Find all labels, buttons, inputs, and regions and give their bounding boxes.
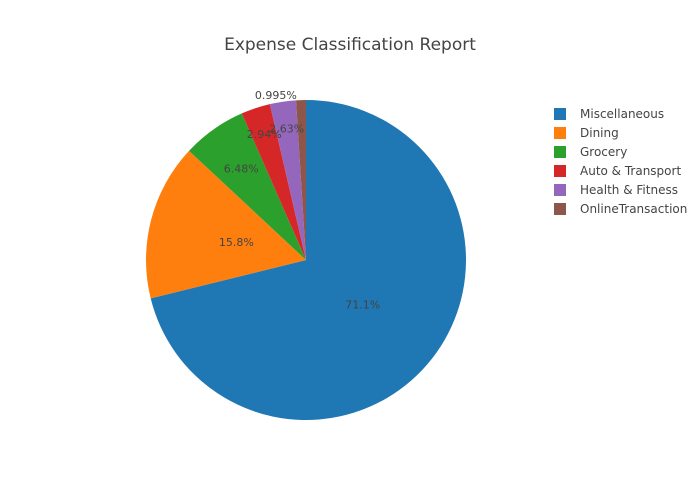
pie-slice-labels: 71.1% 15.8% 6.48% 2.94%2.63% 0.995% [219, 89, 380, 311]
legend-swatch [554, 165, 566, 177]
pie-slice-grocery [189, 113, 306, 260]
pie-slice-onlinetransaction [295, 100, 306, 260]
slice-value-label: 71.1% [345, 298, 380, 311]
slice-value-label: 0.995% [255, 89, 297, 102]
legend-item-miscellaneous[interactable]: Miscellaneous [554, 107, 664, 121]
pie-slices [146, 100, 467, 420]
legend-label: Dining [580, 126, 619, 140]
slice-value-label: 2.63% [269, 123, 304, 136]
slice-value-label: 6.48% [224, 163, 259, 176]
legend-label: Auto & Transport [580, 164, 681, 178]
legend-label: OnlineTransaction [580, 202, 687, 216]
slice-value-label: 15.8% [219, 236, 254, 249]
legend: Miscellaneous Dining Grocery Auto & Transpo… [554, 107, 687, 216]
legend-label: Health & Fitness [580, 183, 678, 197]
pie-slice-miscellaneous [150, 100, 467, 420]
legend-label: Grocery [580, 145, 627, 159]
legend-item-auto-transport[interactable]: Auto & Transport [554, 164, 681, 178]
pie-slice-health-fitness [269, 100, 306, 260]
legend-swatch [554, 146, 566, 158]
legend-item-health-fitness[interactable]: Health & Fitness [554, 183, 678, 197]
legend-swatch [554, 184, 566, 196]
legend-item-onlinetransaction[interactable]: OnlineTransaction [554, 202, 687, 216]
legend-item-dining[interactable]: Dining [554, 126, 619, 140]
chart-title: Expense Classification Report [224, 35, 476, 55]
legend-label: Miscellaneous [580, 107, 664, 121]
pie-slice-dining [146, 150, 306, 299]
legend-swatch [554, 203, 566, 215]
legend-swatch [554, 108, 566, 120]
legend-item-grocery[interactable]: Grocery [554, 145, 627, 159]
legend-swatch [554, 127, 566, 139]
pie-slice-auto-transport [241, 104, 306, 261]
slice-value-label: 2.94% [247, 128, 282, 141]
